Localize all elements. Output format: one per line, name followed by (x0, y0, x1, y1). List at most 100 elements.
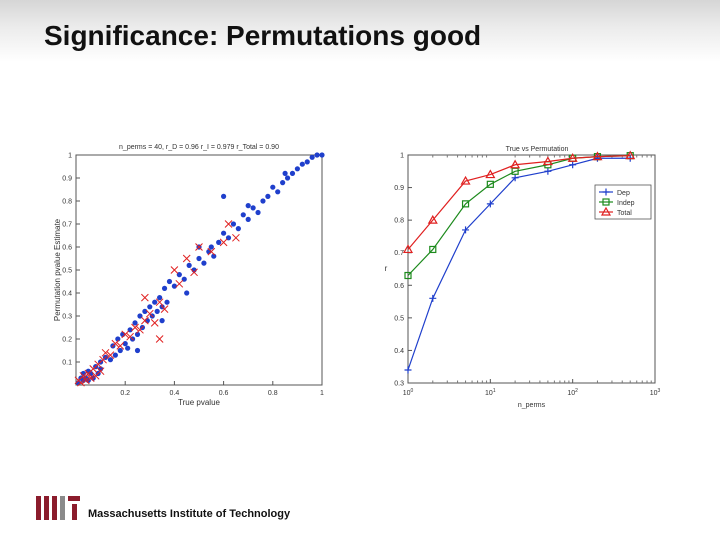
scatter-red-x-point (170, 266, 179, 274)
scatter-blue-point (142, 308, 148, 314)
scatter-red-x-point (232, 233, 240, 242)
scatter-red-x-point (106, 351, 115, 359)
line-series-total (407, 155, 631, 250)
scatter-blue-point (201, 260, 207, 266)
scatter-blue-point (294, 166, 300, 172)
line-point-indep (461, 200, 470, 208)
line-x-tick-label: 101 (485, 388, 496, 397)
line-point-dep (462, 226, 470, 234)
line-point-dep (569, 161, 577, 169)
scatter-y-tick-label: 0.3 (62, 314, 72, 321)
scatter-blue-point (245, 216, 251, 222)
scatter-blue-point (122, 341, 128, 347)
scatter-red-x-point (99, 355, 107, 364)
scatter-red-x-point (160, 305, 169, 313)
line-point-total (485, 169, 496, 179)
line-x-axis-label: n_perms (518, 402, 546, 409)
line-point-total (567, 153, 578, 162)
scatter-red-x-point (126, 332, 134, 341)
scatter-blue-point (154, 308, 160, 314)
scatter-blue-point (216, 239, 222, 245)
scatter-red-x-point (121, 330, 130, 339)
line-y-axis-label: r (385, 264, 388, 273)
scatter-red-x-point (155, 335, 164, 343)
scatter-blue-point (280, 180, 286, 186)
legend-marker-indep (602, 198, 610, 206)
line-point-indep (429, 245, 437, 254)
scatter-blue-point (250, 205, 256, 211)
scatter-blue-point (186, 262, 192, 268)
scatter-blue-point (117, 347, 123, 354)
legend-marker-dep (602, 188, 610, 196)
line-y-tick-label: 0.5 (394, 315, 404, 322)
scatter-red-x-point (131, 323, 139, 332)
scatter-x-tick-label: 0.6 (219, 390, 229, 397)
line-point-total (510, 159, 521, 169)
line-point-dep (511, 174, 519, 182)
scatter-red-x-point (182, 254, 191, 263)
scatter-blue-point (235, 226, 241, 232)
line-point-dep (429, 294, 437, 302)
scatter-blue-point (319, 152, 325, 158)
scatter-blue-point (255, 209, 261, 216)
scatter-x-tick-label: 0.8 (268, 390, 278, 397)
scatter-blue-point (125, 345, 131, 351)
scatter-blue-point (314, 152, 320, 158)
scatter-blue-point (260, 198, 266, 204)
line-point-total (427, 214, 438, 224)
line-point-indep (486, 180, 494, 188)
scatter-y-tick-label: 0.8 (62, 199, 72, 206)
scatter-blue-point (270, 184, 276, 190)
scatter-blue-point (166, 278, 173, 285)
line-point-total (542, 156, 553, 166)
scatter-blue-point (107, 357, 114, 363)
slide-title: Significance: Permutations good (44, 20, 482, 51)
header-band (0, 0, 720, 62)
scatter-blue-point (240, 212, 246, 218)
scatter-red-x-point (77, 378, 85, 387)
mit-logo (36, 496, 80, 520)
scatter-blue-point (211, 253, 217, 259)
scatter-red-x-point (136, 325, 144, 334)
scatter-blue-point (134, 331, 141, 337)
scatter-blue-point (289, 170, 296, 176)
scatter-red-x-point (219, 238, 228, 247)
line-point-indep (404, 271, 412, 280)
line-point-dep (486, 200, 494, 208)
scatter-red-x-point (145, 309, 154, 318)
line-title: True vs Permutation (506, 146, 569, 153)
scatter-blue-point (184, 290, 190, 296)
scatter-red-x-point (116, 342, 125, 350)
scatter-blue-point (221, 230, 227, 236)
scatter-blue-point (284, 175, 291, 181)
scatter-blue-point (208, 244, 214, 250)
scatter-blue-point (161, 285, 168, 291)
scatter-blue-point (147, 304, 153, 310)
line-y-tick-label: 0.3 (394, 381, 404, 388)
line-x-tick-label: 100 (403, 388, 414, 397)
scatter-blue-point (159, 318, 165, 324)
line-y-tick-label: 0.8 (394, 218, 404, 225)
scatter-blue-point (230, 221, 237, 227)
scatter-red-x-point (141, 316, 149, 325)
scatter-y-tick-label: 0.2 (62, 337, 72, 344)
line-x-tick-label: 102 (567, 388, 578, 397)
line-y-tick-label: 1 (400, 153, 404, 160)
line-point-dep (593, 154, 601, 162)
scatter-blue-point (164, 299, 170, 305)
scatter-y-tick-label: 0.6 (62, 245, 72, 252)
legend-marker-total (600, 206, 612, 216)
scatter-plot-frame (75, 154, 323, 386)
line-y-tick-label: 0.9 (394, 185, 404, 192)
scatter-blue-point (299, 161, 305, 167)
scatter-y-tick-label: 0.4 (62, 291, 72, 298)
scatter-y-tick-label: 0.7 (62, 222, 72, 229)
scatter-red-x-point (79, 371, 88, 380)
scatter-blue-point (171, 283, 177, 289)
line-plot-frame (407, 154, 656, 384)
scatter-blue-point (152, 299, 158, 305)
line-point-total (592, 151, 603, 161)
scatter-blue-point (309, 154, 315, 160)
scatter-red-x-point (207, 247, 216, 256)
